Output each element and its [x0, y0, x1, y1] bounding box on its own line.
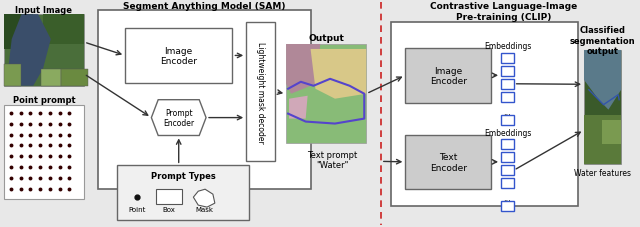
Bar — [61, 69, 88, 86]
Bar — [125, 29, 232, 83]
Bar — [390, 23, 578, 206]
Bar — [501, 92, 514, 102]
Text: Text prompt
"Water": Text prompt "Water" — [307, 150, 357, 169]
Bar — [584, 115, 621, 165]
Text: ...: ... — [504, 193, 511, 202]
Bar — [405, 49, 492, 103]
Bar — [501, 140, 514, 150]
Bar — [501, 153, 514, 163]
Bar — [501, 54, 514, 64]
Bar — [501, 79, 514, 89]
Text: Water features: Water features — [574, 168, 631, 177]
Text: Input Image: Input Image — [15, 6, 72, 15]
Text: Lightweight mask decoder: Lightweight mask decoder — [256, 42, 265, 143]
Text: Prompt
Encoder: Prompt Encoder — [163, 109, 195, 128]
Polygon shape — [193, 189, 215, 207]
Bar — [41, 69, 61, 86]
Polygon shape — [152, 100, 206, 136]
Bar — [602, 120, 621, 145]
Text: Embeddings: Embeddings — [484, 42, 531, 51]
Text: Mask: Mask — [195, 206, 213, 212]
Text: Embeddings: Embeddings — [484, 128, 531, 137]
Bar — [156, 189, 182, 204]
Polygon shape — [286, 45, 320, 94]
Polygon shape — [9, 15, 51, 86]
Text: Prompt Types: Prompt Types — [151, 171, 216, 180]
Bar — [405, 135, 492, 189]
Polygon shape — [289, 96, 308, 119]
Text: Output: Output — [308, 33, 344, 42]
Text: Image
Encoder: Image Encoder — [429, 66, 467, 86]
Bar — [501, 178, 514, 188]
Bar — [246, 23, 275, 162]
Bar — [43, 15, 84, 45]
Text: Text
Encoder: Text Encoder — [429, 153, 467, 172]
Bar — [501, 115, 514, 125]
Text: Image
Encoder: Image Encoder — [160, 47, 197, 66]
Text: ...: ... — [504, 107, 511, 116]
Bar — [4, 15, 84, 86]
Bar — [4, 15, 33, 50]
Bar — [501, 166, 514, 175]
Bar — [286, 45, 366, 144]
Text: Classified
segmentation
output: Classified segmentation output — [570, 26, 636, 56]
Text: Contrastive Language-Image
Pre-training (CLIP): Contrastive Language-Image Pre-training … — [430, 2, 577, 22]
Text: Segment Anything Model (SAM): Segment Anything Model (SAM) — [123, 2, 285, 11]
Bar — [501, 201, 514, 211]
Bar — [501, 67, 514, 76]
Bar — [584, 51, 621, 165]
Text: Point prompt: Point prompt — [13, 96, 76, 105]
Text: Point: Point — [128, 206, 145, 212]
Text: Box: Box — [163, 206, 175, 212]
Bar — [4, 105, 84, 199]
Bar — [4, 65, 22, 86]
Bar — [117, 166, 249, 220]
Bar — [98, 11, 310, 189]
Polygon shape — [310, 50, 366, 99]
Polygon shape — [584, 51, 621, 110]
